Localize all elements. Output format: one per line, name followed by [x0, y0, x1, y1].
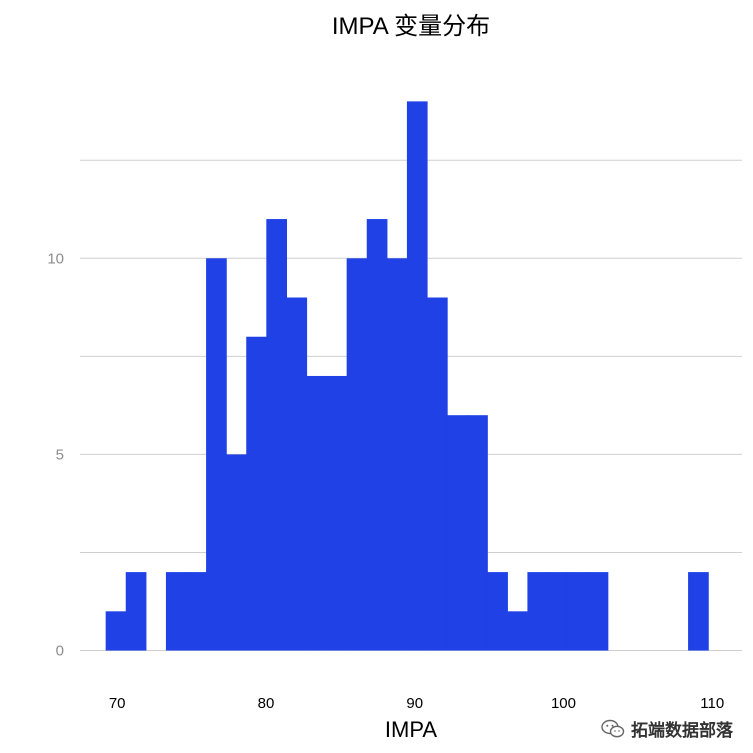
histogram-bar: [306, 375, 328, 651]
histogram-bar: [487, 572, 508, 651]
chart-title: IMPA 变量分布: [332, 13, 490, 40]
bars: [105, 101, 709, 651]
watermark-text: 拓端数据部落: [631, 721, 733, 741]
histogram-bar: [206, 258, 227, 651]
histogram-bar: [246, 336, 267, 651]
x-tick-label: 100: [551, 695, 576, 712]
x-tick-label: 80: [258, 695, 275, 712]
histogram-bar: [286, 297, 308, 651]
watermark: 拓端数据部落: [601, 716, 733, 741]
histogram-bar: [587, 572, 609, 651]
x-tick-label: 110: [700, 695, 724, 712]
y-tick-label: 0: [56, 643, 64, 660]
y-tick-label: 10: [47, 250, 64, 267]
histogram-bar: [165, 572, 187, 651]
histogram-bar: [125, 572, 147, 651]
histogram-bar: [406, 101, 428, 651]
histogram-bar: [105, 611, 127, 651]
histogram-bar: [266, 219, 288, 651]
histogram-bar: [426, 297, 448, 651]
histogram-bar: [226, 454, 247, 651]
x-axis-label: IMPA: [385, 717, 437, 742]
wechat-icon: [601, 719, 625, 737]
histogram-bar: [547, 572, 569, 651]
x-tick-label: 90: [406, 695, 423, 712]
y-tick-label: 5: [56, 446, 64, 463]
y-tick-labels: 0 5 10: [47, 250, 64, 659]
histogram-bar: [386, 258, 408, 651]
histogram-bar: [688, 572, 709, 651]
histogram-bar: [447, 415, 468, 651]
histogram-bar: [567, 572, 589, 651]
histogram-bar: [346, 258, 368, 651]
histogram-bar: [185, 572, 207, 651]
x-tick-labels: 70 80 90 100 110: [109, 695, 724, 712]
histogram-bar: [326, 375, 348, 651]
x-tick-label: 70: [109, 695, 126, 712]
histogram-bar: [507, 611, 529, 651]
histogram-bar: [467, 415, 488, 651]
histogram-bar: [527, 572, 549, 651]
histogram-bar: [366, 219, 388, 651]
